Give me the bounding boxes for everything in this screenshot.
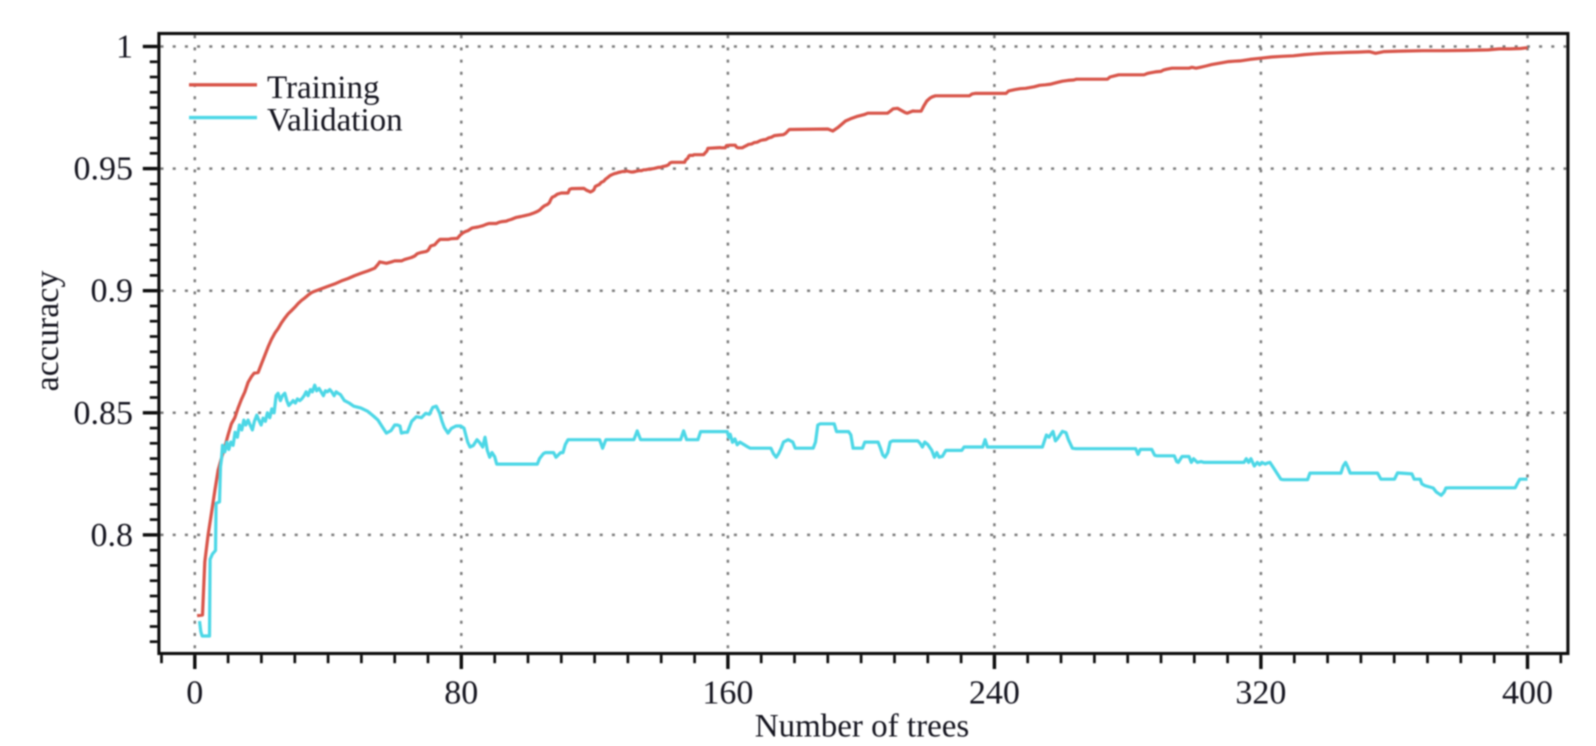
svg-text:Number of trees: Number of trees [755,709,969,745]
svg-text:160: 160 [702,675,753,712]
svg-text:0.9: 0.9 [91,273,134,310]
svg-text:accuracy: accuracy [29,271,66,392]
svg-text:320: 320 [1235,675,1286,712]
svg-text:0.85: 0.85 [74,395,134,432]
svg-text:80: 80 [444,675,478,712]
svg-text:0.95: 0.95 [74,151,134,188]
svg-text:400: 400 [1502,675,1553,712]
svg-text:1: 1 [116,29,133,66]
svg-text:Training: Training [267,70,379,106]
svg-text:Validation: Validation [267,103,403,139]
svg-text:0.8: 0.8 [91,517,134,554]
svg-text:0: 0 [186,675,203,712]
svg-text:240: 240 [969,675,1020,712]
